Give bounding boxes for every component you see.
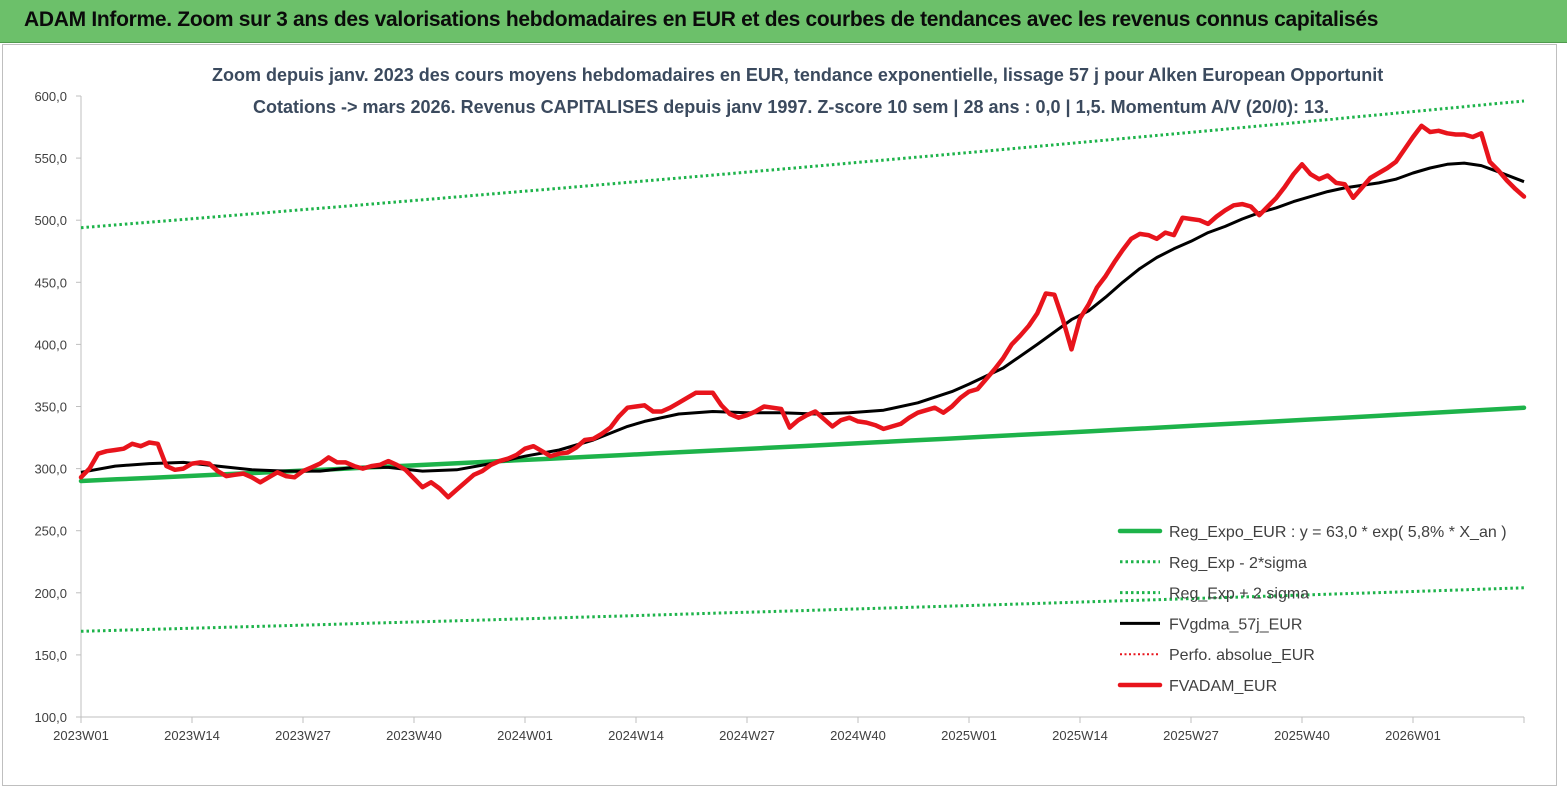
series-line-fvadam-eur <box>78 123 1527 500</box>
legend-label-fvadam-eur: FVADAM_EUR <box>1169 678 1277 695</box>
x-tick-label: 2023W14 <box>164 728 220 743</box>
x-tick-label: 2025W27 <box>1163 728 1219 743</box>
y-tick-label: 550,0 <box>34 151 67 166</box>
x-tick-label: 2025W01 <box>941 728 997 743</box>
y-tick-label: 300,0 <box>34 462 67 477</box>
plot-area: 100,0 150,0 200,0 250,0 300,0 350,0 400,0 450,0… <box>34 89 1527 743</box>
series-line-reg-exp-2-sigma <box>80 99 1525 230</box>
series-line-reg-exp-2-sigma <box>80 586 1525 633</box>
x-tick-label: 2025W14 <box>1052 728 1108 743</box>
chart-frame: 100,0 150,0 200,0 250,0 300,0 350,0 400,0 450,0… <box>2 44 1557 786</box>
chart-title-line2: Cotations -> mars 2026. Revenus CAPITALI… <box>249 97 1333 118</box>
header-banner: ADAM Informe. Zoom sur 3 ans des valoris… <box>0 0 1567 43</box>
x-tick-label: 2024W14 <box>608 728 664 743</box>
legend-label-reg-exp-2-sigma: Reg_Exp + 2 sigma <box>1169 586 1309 603</box>
y-tick-label: 350,0 <box>34 400 67 415</box>
page-title: ADAM Informe. Zoom sur 3 ans des valoris… <box>24 8 1379 31</box>
legend: Reg_Expo_EUR : y = 63,0 * exp( 5,8% * X_… <box>1117 524 1507 695</box>
y-tick-label: 500,0 <box>34 213 67 228</box>
y-tick-label: 400,0 <box>34 337 67 352</box>
y-tick-label: 150,0 <box>34 648 67 663</box>
x-tick-label: 2023W01 <box>53 728 109 743</box>
legend-label-reg-exp-2-sigma: Reg_Exp - 2*sigma <box>1169 555 1307 572</box>
series-line-fvgdma-57j-eur <box>80 161 1525 474</box>
x-tick-label: 2024W27 <box>719 728 775 743</box>
x-tick-label: 2024W01 <box>497 728 553 743</box>
y-tick-label: 450,0 <box>34 275 67 290</box>
chart-title-line1: Zoom depuis janv. 2023 des cours moyens … <box>208 65 1388 86</box>
y-tick-label: 600,0 <box>34 89 67 104</box>
y-tick-label: 200,0 <box>34 586 67 601</box>
legend-label-reg-expo-eur-y-63-0-exp-5-8-x-an: Reg_Expo_EUR : y = 63,0 * exp( 5,8% * X_… <box>1169 524 1507 541</box>
x-tick-label: 2023W27 <box>275 728 331 743</box>
x-tick-label: 2023W40 <box>386 728 442 743</box>
x-tick-label: 2026W01 <box>1385 728 1441 743</box>
y-tick-label: 250,0 <box>34 524 67 539</box>
chart-svg: 100,0 150,0 200,0 250,0 300,0 350,0 400,0 450,0… <box>34 89 1527 743</box>
x-tick-label: 2024W40 <box>830 728 886 743</box>
x-tick-label: 2025W40 <box>1274 728 1330 743</box>
legend-label-perfo-absolue-eur: Perfo. absolue_EUR <box>1169 647 1315 664</box>
legend-label-fvgdma-57j-eur: FVgdma_57j_EUR <box>1169 616 1302 633</box>
y-tick-label: 100,0 <box>34 710 67 725</box>
